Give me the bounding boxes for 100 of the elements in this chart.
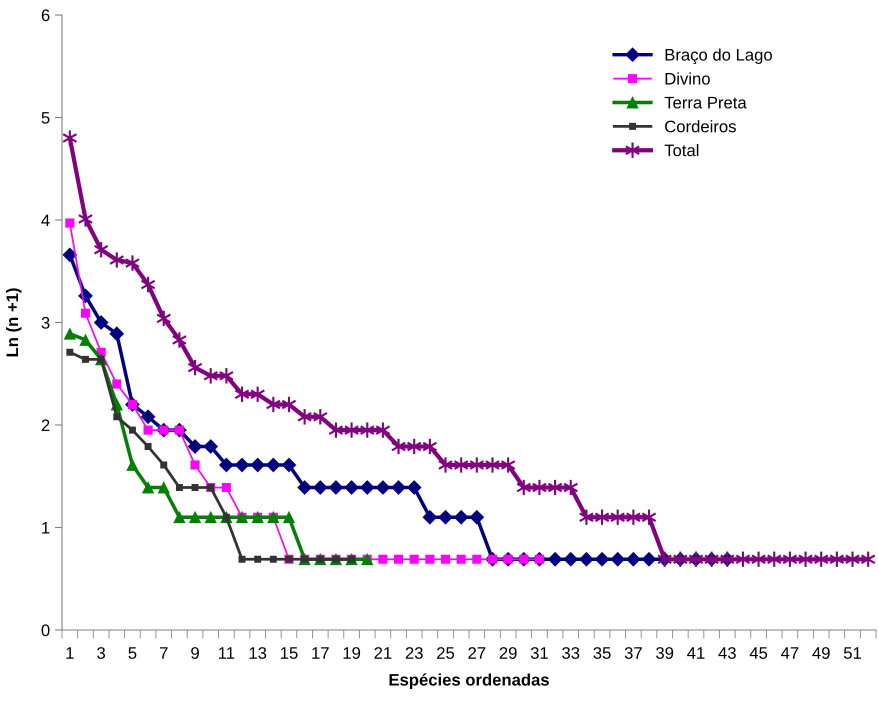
point (376, 480, 390, 495)
point (283, 511, 295, 524)
point (140, 410, 156, 424)
point (128, 426, 136, 434)
y-tick-label: 5 (42, 112, 50, 124)
y-tick-label: 2 (42, 419, 50, 432)
x-tick-label: 35 (593, 647, 611, 659)
x-tick-label: 51 (844, 647, 861, 659)
point (94, 315, 108, 330)
point (579, 552, 594, 566)
point (422, 510, 438, 524)
legend-label: Braço do Lago (666, 48, 772, 64)
y-axis-title: Ln (n +1) (6, 288, 22, 356)
point (282, 458, 296, 472)
point (126, 459, 138, 471)
x-axis-title: Espécies ordenadas (390, 673, 549, 689)
point (62, 248, 78, 262)
point (203, 439, 218, 454)
x-tick-label: 39 (656, 647, 674, 659)
y-tick-label: 6 (42, 9, 50, 22)
legend-label: Terra Preta (664, 96, 747, 109)
point (391, 480, 406, 495)
point (406, 438, 422, 456)
x-tick-label: 17 (312, 647, 329, 659)
point (470, 510, 484, 524)
point (238, 556, 246, 563)
point (142, 482, 154, 494)
point (328, 480, 344, 495)
x-tick-label: 11 (218, 647, 234, 659)
y-tick-label: 3 (42, 316, 50, 329)
point (642, 552, 656, 566)
point (65, 218, 74, 228)
x-tick-label: 15 (280, 647, 298, 659)
x-tick-label: 29 (500, 647, 517, 659)
point (410, 554, 419, 564)
point (438, 510, 453, 524)
point (563, 478, 578, 496)
point (190, 460, 200, 470)
point (234, 458, 250, 472)
point (174, 511, 186, 524)
point (189, 511, 201, 524)
point (344, 480, 359, 495)
point (156, 310, 172, 328)
point (80, 308, 90, 318)
point (203, 367, 218, 384)
point (313, 480, 328, 495)
point (312, 408, 328, 426)
point (192, 484, 199, 491)
point (250, 458, 265, 472)
point (360, 480, 374, 495)
point (425, 554, 434, 564)
x-tick-label: 49 (812, 647, 830, 659)
point (456, 554, 466, 564)
legend-label: Total (664, 144, 698, 156)
x-tick-label: 23 (406, 647, 423, 659)
point (594, 552, 610, 566)
point (82, 356, 89, 363)
point (110, 326, 124, 341)
point (814, 550, 829, 568)
point (297, 480, 312, 495)
point (160, 462, 168, 468)
point (222, 483, 231, 492)
x-tick-label: 1 (66, 647, 74, 659)
legend-label: Divino (666, 72, 710, 85)
point (564, 552, 578, 566)
point (158, 482, 170, 494)
x-tick-label: 31 (530, 647, 548, 659)
point (144, 426, 153, 435)
point (360, 421, 375, 439)
point (66, 348, 74, 356)
x-tick-label: 5 (128, 647, 136, 659)
point (266, 458, 281, 472)
point (188, 439, 202, 454)
point (378, 554, 388, 564)
x-tick-label: 9 (191, 647, 199, 659)
x-tick-label: 27 (468, 647, 486, 659)
y-tick-label: 0 (42, 624, 50, 636)
point (113, 413, 120, 420)
x-tick-label: 19 (344, 647, 360, 659)
x-tick-label: 43 (718, 647, 736, 659)
point (109, 251, 124, 269)
point (610, 508, 626, 526)
x-tick-label: 37 (624, 647, 642, 659)
x-tick-label: 3 (97, 647, 106, 659)
point (626, 552, 641, 566)
point (219, 458, 234, 472)
point (144, 443, 152, 450)
y-tick-label: 1 (42, 522, 50, 534)
point (516, 478, 532, 496)
point (548, 552, 562, 566)
point (254, 556, 262, 563)
point (394, 554, 404, 564)
point (610, 552, 625, 566)
point (270, 556, 277, 563)
point (80, 334, 92, 346)
legend-label: Cordeiros (665, 120, 736, 132)
point (204, 511, 217, 524)
x-tick-label: 25 (437, 647, 454, 659)
x-tick-label: 41 (687, 647, 704, 659)
x-tick-label: 45 (750, 647, 768, 659)
